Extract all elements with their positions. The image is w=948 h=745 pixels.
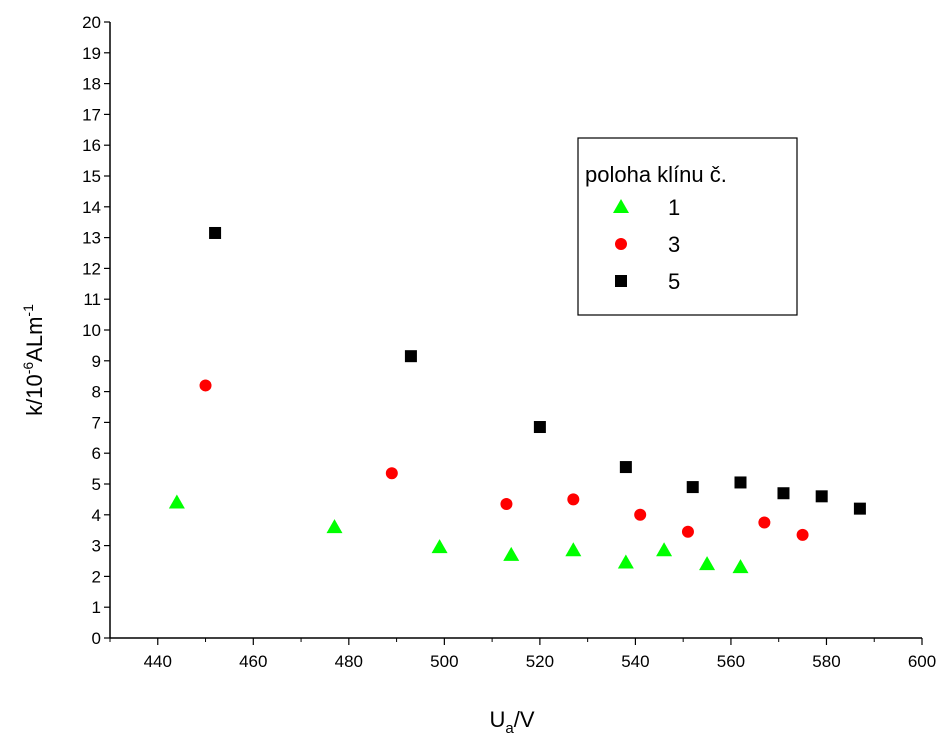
y-tick-label: 7 (92, 413, 101, 432)
y-tick-label: 11 (83, 290, 101, 309)
y-tick-label: 12 (82, 259, 101, 278)
x-tick-label: 520 (526, 652, 554, 671)
y-tick-label: 18 (82, 75, 101, 94)
y-tick-label: 1 (92, 598, 101, 617)
data-point-series-1 (565, 542, 582, 557)
y-tick-label: 9 (92, 352, 101, 371)
data-point-series-5 (734, 476, 747, 489)
y-tick-label: 10 (82, 321, 101, 340)
legend-label-1: 1 (668, 195, 680, 220)
x-tick-label: 600 (908, 652, 936, 671)
y-axis-title-exponent-2: -1 (20, 304, 36, 317)
x-axis-title-rest: /V (514, 707, 535, 732)
data-point-series-3 (199, 379, 212, 392)
data-point-series-1 (732, 559, 749, 574)
y-tick-label: 0 (92, 629, 101, 648)
x-axis-title-subscript: a (505, 720, 514, 737)
y-tick-label: 20 (82, 13, 101, 32)
y-axis-title-mid: ALm (22, 317, 47, 362)
x-tick-label: 440 (144, 652, 172, 671)
y-tick-label: 8 (92, 383, 101, 402)
data-point-series-1 (656, 542, 673, 557)
legend-label-3: 3 (668, 232, 680, 257)
x-axis-title: Ua/V (489, 707, 534, 737)
legend-entries: 1 3 5 (613, 195, 680, 294)
data-point-series-3 (385, 467, 398, 480)
data-point-series-3 (758, 516, 771, 529)
data-point-series-3 (567, 493, 580, 506)
legend-box (577, 137, 798, 316)
y-tick-label: 5 (92, 475, 101, 494)
x-axis-title-main: U (489, 707, 505, 732)
y-tick-label: 13 (82, 229, 101, 248)
legend-title: poloha klínu č. (585, 162, 727, 187)
x-tick-label: 500 (430, 652, 458, 671)
y-tick-label: 3 (92, 537, 101, 556)
y-tick-label: 6 (92, 444, 101, 463)
y-tick-label: 16 (82, 136, 101, 155)
data-point-series-5 (853, 502, 866, 515)
y-axis-title-exponent-1: -6 (20, 362, 36, 375)
y-tick-label: 2 (92, 567, 101, 586)
y-axis-title-main: k/10 (22, 374, 47, 416)
data-point-series-5 (686, 481, 699, 494)
data-point-series-1 (617, 554, 634, 569)
y-tick-label: 17 (82, 105, 101, 124)
x-axis-ticks: 440 460 480 500 520 540 560 580 600 (109, 638, 936, 671)
data-point-series-5 (533, 421, 546, 434)
data-point-series-5 (404, 350, 417, 363)
data-point-series-1 (431, 539, 448, 554)
x-tick-label: 460 (239, 652, 267, 671)
x-tick-label: 560 (717, 652, 745, 671)
legend-marker-1 (613, 199, 629, 213)
y-tick-label: 19 (82, 44, 101, 63)
legend-marker-3 (615, 238, 627, 250)
data-point-series-3 (634, 508, 647, 521)
legend-label-5: 5 (668, 269, 680, 294)
data-point-series-5 (777, 487, 790, 500)
data-point-series-1 (326, 519, 343, 534)
legend-marker-5 (615, 275, 627, 287)
data-point-series-3 (796, 528, 809, 541)
y-tick-label: 4 (92, 506, 101, 525)
data-point-series-3 (500, 498, 513, 511)
data-points (168, 226, 866, 574)
data-point-series-3 (681, 525, 694, 538)
x-tick-label: 580 (812, 652, 840, 671)
y-axis-title: k/10-6ALm-1 (20, 304, 47, 416)
data-point-series-1 (168, 494, 185, 509)
data-point-series-5 (209, 226, 222, 239)
legend: poloha klínu č. 1 3 5 (577, 137, 798, 316)
x-tick-label: 480 (335, 652, 363, 671)
data-point-series-1 (503, 546, 520, 561)
data-point-series-5 (815, 490, 828, 503)
x-tick-label: 540 (621, 652, 649, 671)
data-point-series-5 (619, 461, 632, 474)
y-tick-label: 14 (82, 198, 101, 217)
data-point-series-1 (699, 556, 716, 571)
y-tick-label: 15 (82, 167, 101, 186)
